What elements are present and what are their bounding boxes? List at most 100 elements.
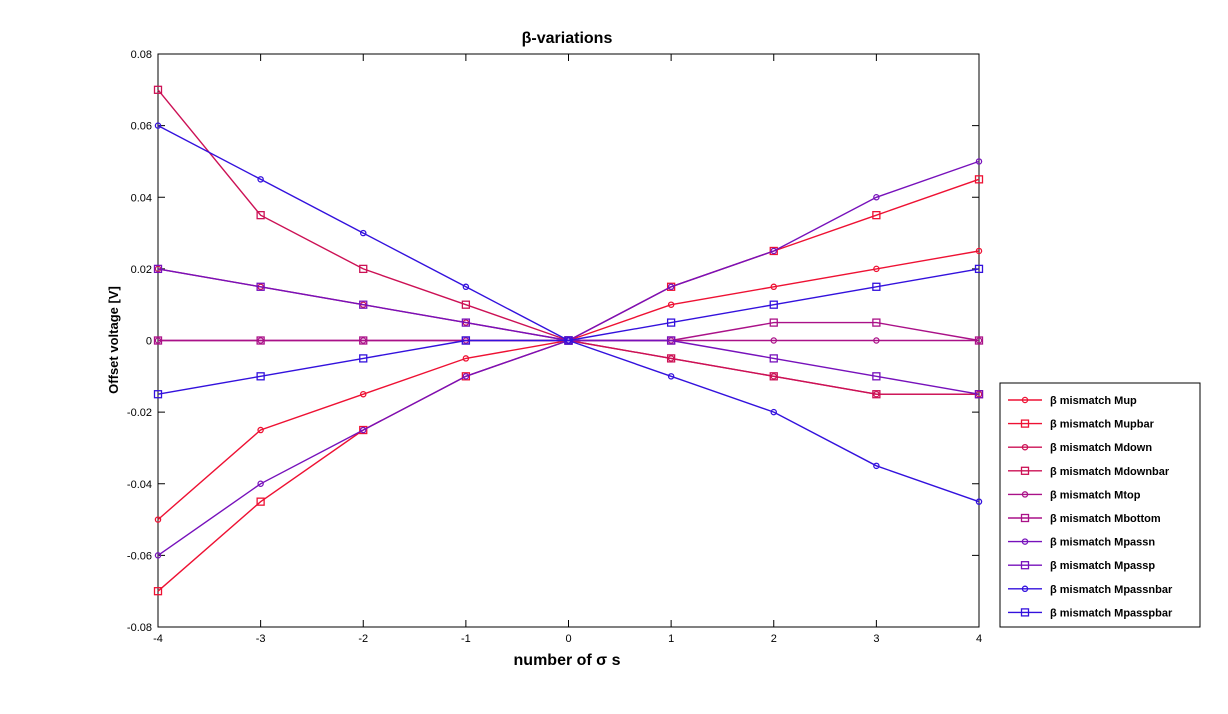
data-point (359, 300, 368, 309)
legend-marker (1020, 513, 1030, 523)
data-point (359, 264, 368, 274)
x-tick-label: -2 (358, 633, 368, 645)
data-point (256, 497, 265, 506)
data-point (975, 247, 983, 255)
legend-label: β mismatch Mdown (1050, 442, 1152, 454)
data-point (461, 336, 471, 345)
data-point (872, 372, 881, 381)
data-point (461, 372, 471, 381)
data-point (769, 300, 778, 309)
y-tick-label: 0.04 (131, 192, 152, 204)
data-point (359, 354, 368, 363)
data-point (257, 426, 264, 434)
data-point (666, 354, 676, 363)
data-point (257, 176, 264, 183)
data-point (359, 336, 368, 345)
data-point (359, 390, 367, 398)
legend-marker (1021, 585, 1029, 593)
series-line (157, 268, 980, 395)
data-point (667, 283, 675, 291)
legend-item: β mismatch Mdown (1008, 442, 1152, 454)
legend-label: β mismatch Mpassp (1050, 560, 1155, 572)
x-tick-label: 3 (873, 633, 879, 645)
y-tick-label: -0.06 (127, 550, 152, 562)
y-axis-label: Offset voltage [V] (106, 286, 121, 394)
data-point (872, 318, 881, 327)
data-point (974, 390, 984, 399)
axis-ticks: -4 -3 -2 -1 0 1 2 3 4 0.08 0.06 0.04 0.02 0 -0.02 -0.04… (127, 49, 982, 645)
legend-label: β mismatch Mdownbar (1050, 466, 1170, 478)
data-point (666, 318, 676, 327)
data-point (257, 480, 264, 487)
x-tick-label: 0 (565, 633, 571, 645)
x-tick-label: -4 (153, 633, 163, 645)
x-tick-label: 1 (668, 633, 674, 645)
data-point (153, 85, 163, 94)
data-point (461, 318, 471, 327)
data-point (154, 516, 162, 523)
legend-item: β mismatch Mpassn (1008, 537, 1155, 549)
data-point (769, 354, 778, 363)
data-point (769, 318, 778, 327)
data-point (974, 336, 984, 345)
data-point (256, 336, 265, 345)
data-point (975, 498, 983, 505)
legend-marker (1020, 419, 1030, 428)
data-point (359, 426, 367, 434)
data-point (256, 372, 265, 381)
data-point (666, 336, 676, 345)
y-tick-label: -0.08 (127, 622, 152, 634)
data-point (873, 462, 880, 470)
data-point (256, 211, 265, 220)
legend-marker (1021, 396, 1029, 404)
x-axis-label: number of σ s (514, 652, 621, 669)
data-point (872, 390, 881, 399)
data-point (153, 390, 163, 399)
data-point (872, 211, 881, 220)
legend-label: β mismatch Mbottom (1050, 513, 1161, 525)
legend-label: β mismatch Mpassn (1050, 537, 1155, 549)
data-point (666, 282, 676, 291)
legend-item: β mismatch Mdownbar (1008, 466, 1170, 478)
data-point (770, 283, 778, 291)
y-tick-label: -0.04 (127, 479, 152, 491)
legend-item: β mismatch Mpasspbar (1008, 607, 1173, 619)
data-point (770, 247, 778, 255)
legend-label: β mismatch Mupbar (1050, 419, 1155, 431)
legend-marker (1020, 466, 1030, 475)
data-point (462, 283, 470, 291)
data-point (154, 552, 162, 559)
data-point (153, 264, 163, 274)
legend-label: β mismatch Mpasspbar (1050, 607, 1173, 619)
data-point (770, 408, 778, 416)
data-point (974, 175, 984, 184)
legend-label: β mismatch Mpassnbar (1050, 584, 1173, 596)
data-point (975, 158, 983, 165)
legend-label: β mismatch Mup (1050, 395, 1137, 407)
data-point (462, 373, 470, 380)
data-point (256, 282, 265, 291)
data-point (564, 336, 573, 345)
data-point (359, 229, 367, 237)
y-tick-label: 0.06 (131, 121, 152, 133)
legend-item: β mismatch Mpassp (1008, 560, 1155, 572)
legend-item: β mismatch Mupbar (1008, 419, 1155, 431)
legend-marker (1021, 491, 1029, 498)
legend-marker (1020, 561, 1030, 570)
y-tick-label: 0.02 (131, 264, 152, 276)
data-point (872, 282, 881, 291)
data-point (770, 337, 778, 344)
data-point (974, 264, 984, 274)
data-point (359, 425, 368, 435)
data-point (461, 300, 471, 309)
data-point (153, 587, 163, 596)
legend-item: β mismatch Mtop (1008, 489, 1141, 501)
legend-marker (1020, 608, 1030, 617)
legend-marker (1021, 538, 1029, 545)
x-tick-label: -1 (461, 633, 471, 645)
series-10 (153, 264, 984, 399)
data-point (667, 301, 675, 308)
legend-label: β mismatch Mtop (1050, 489, 1141, 501)
legend-item: β mismatch Mup (1008, 395, 1137, 407)
legend-item: β mismatch Mbottom (1008, 513, 1161, 525)
